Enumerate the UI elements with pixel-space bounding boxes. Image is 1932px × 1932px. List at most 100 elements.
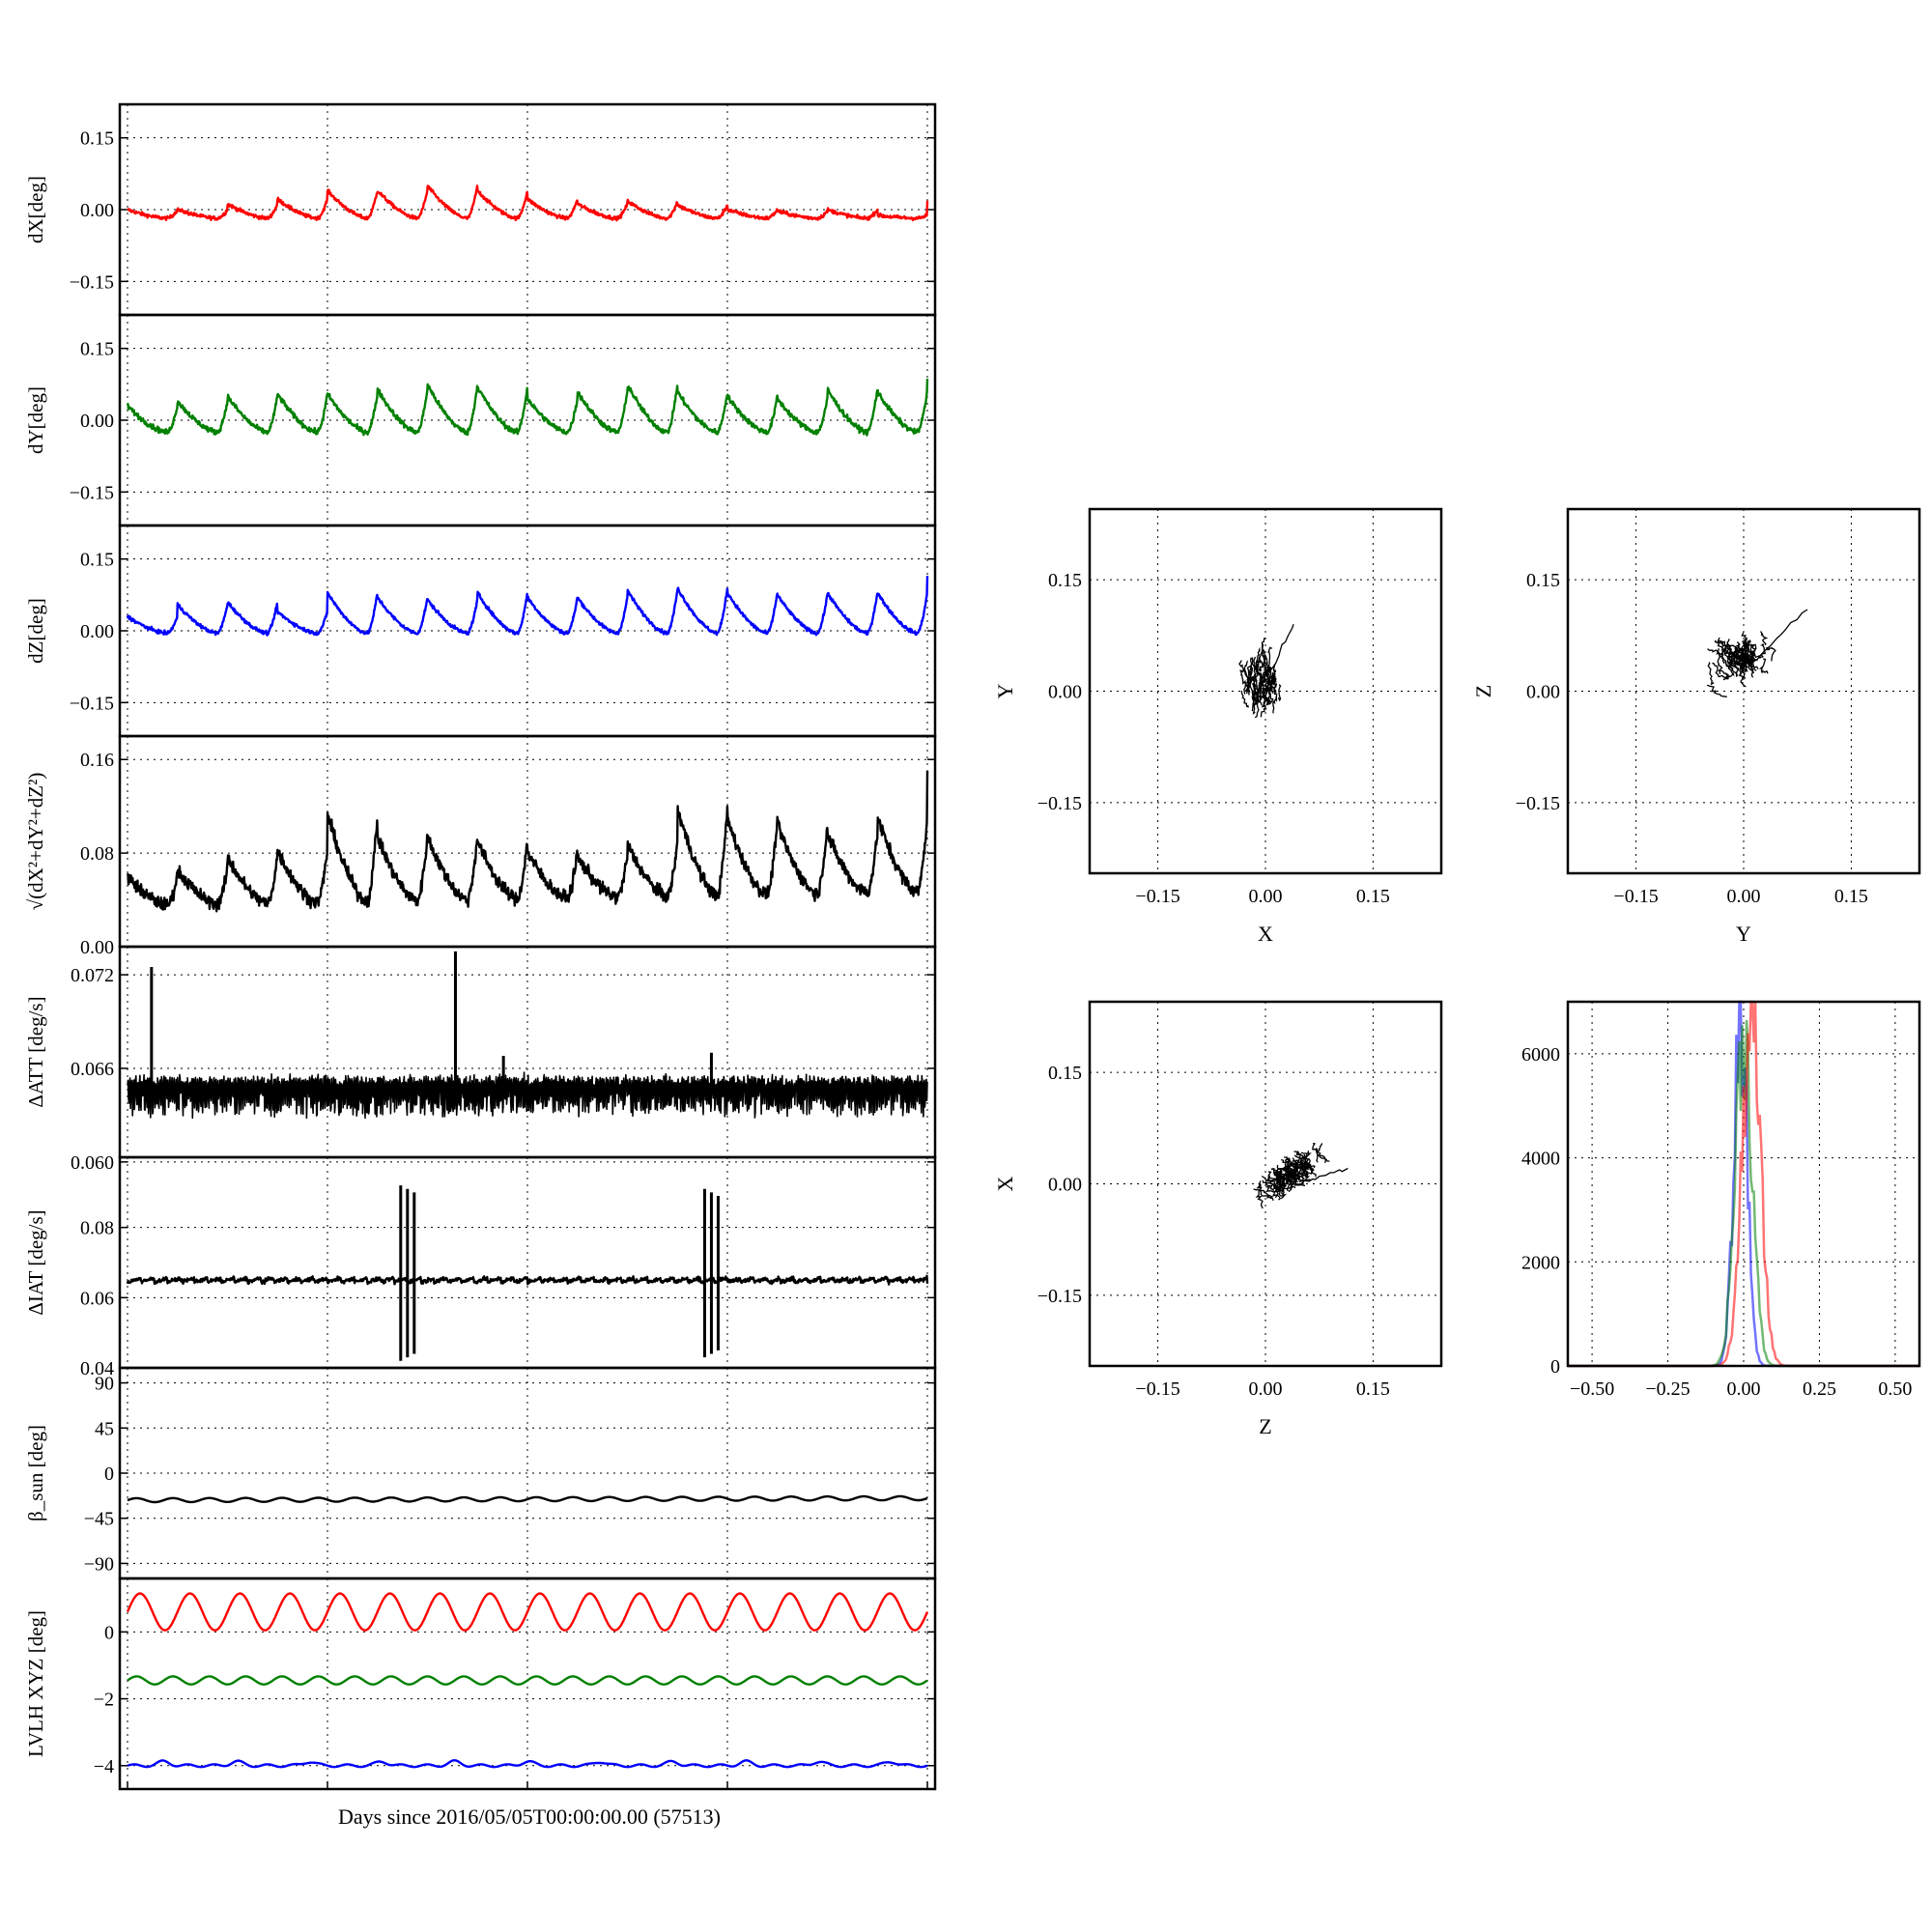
- scatter-strand: [1252, 676, 1259, 703]
- scatter-strand: [1261, 1175, 1283, 1189]
- ytick-label: 0: [1550, 1356, 1560, 1378]
- panel-xy: −0.15 −0.15 0.00 0.00 0.15 0.15 X Y: [993, 507, 1443, 946]
- ytick-label: −0.15: [70, 482, 114, 503]
- xtick-label: 0.15: [1834, 886, 1868, 907]
- scatter-tail: [1264, 624, 1294, 687]
- scatter-strand: [1286, 1159, 1296, 1178]
- ytick-label: 0.15: [80, 128, 114, 150]
- scatter-strand: [1259, 1180, 1272, 1199]
- scatter-strand: [1741, 654, 1755, 674]
- series-line-mag-0: [126, 770, 929, 913]
- scatter-strand: [1300, 1151, 1316, 1169]
- panel-dX: 0.15 0.00 −0.15 dX[deg]: [24, 102, 937, 317]
- xtick-label: −0.15: [1613, 886, 1658, 907]
- ylabel-yz: Z: [1471, 685, 1495, 697]
- scatter-strand: [1251, 690, 1257, 712]
- ylabel-dY: dY[deg]: [24, 386, 47, 454]
- panel-frame: [118, 1155, 937, 1370]
- series-line-dX-0: [127, 185, 929, 222]
- xtick-label: −0.50: [1570, 1378, 1614, 1400]
- ytick-label: 0.00: [1526, 682, 1560, 703]
- series-line-diat-0: [126, 1274, 929, 1286]
- ytick-label: −0.15: [1037, 1286, 1082, 1307]
- xtick-label: 0.00: [1727, 886, 1761, 907]
- scatter-strand: [1717, 638, 1724, 657]
- ylabel-datt: ΔATT [deg/s]: [24, 996, 47, 1107]
- series-line-lvlh-0: [126, 1592, 929, 1632]
- xlabel-yz: Y: [1736, 922, 1751, 946]
- ytick-label: 90: [95, 1374, 114, 1395]
- scatter-strand: [1265, 684, 1271, 706]
- scatter-strand: [1714, 639, 1732, 655]
- xlabel-zx: Z: [1259, 1414, 1271, 1438]
- scatter-strand: [1256, 668, 1264, 698]
- ytick-label: 0.15: [1526, 570, 1560, 591]
- xtick-label: 0.00: [1727, 1378, 1761, 1400]
- scatter-and-histogram-panels: −0.15 −0.15 0.00 0.00 0.15 0.15 X Y −0.15 −0.15 0.…: [993, 507, 1921, 1438]
- series-line-beta-0: [127, 1494, 928, 1504]
- xtick-label: 0.00: [1249, 1378, 1283, 1400]
- panel-frame: [1566, 507, 1921, 875]
- scatter-strand: [1284, 1156, 1298, 1175]
- scatter-strand: [1740, 672, 1747, 688]
- ytick-label: −90: [84, 1553, 114, 1575]
- scatter-strand: [1287, 1169, 1305, 1179]
- panel-beta: 90 45 0 −45 −90 β_sun [deg]: [24, 1366, 937, 1580]
- ytick-label: −4: [94, 1756, 114, 1777]
- ytick-label: 6000: [1521, 1044, 1560, 1065]
- scatter-strand: [1722, 647, 1733, 668]
- ylabel-xy: Y: [993, 683, 1017, 698]
- scatter-strand: [1240, 690, 1249, 708]
- scatter-strand: [1268, 680, 1274, 705]
- ylabel-beta: β_sun [deg]: [24, 1425, 47, 1521]
- scatter-strand: [1283, 1174, 1302, 1186]
- ytick-label: 0.16: [80, 750, 114, 771]
- scatter-strand: [1245, 665, 1253, 693]
- scatter-strand: [1244, 675, 1254, 696]
- series-line-lvlh-2: [127, 1759, 928, 1769]
- panel-dZ: 0.15 0.00 −0.15 dZ[deg]: [24, 524, 937, 738]
- xtick-label: −0.15: [1135, 886, 1179, 907]
- xtick-label: −0.15: [1135, 1378, 1179, 1400]
- scatter-strand: [1272, 696, 1278, 714]
- ytick-label: 0.00: [80, 200, 114, 221]
- series-line-datt-0: [127, 1071, 928, 1120]
- ytick-label: −0.15: [70, 271, 114, 293]
- scatter-strand: [1706, 684, 1727, 697]
- scatter-strand: [1271, 671, 1278, 688]
- scatter-strand: [1765, 646, 1776, 662]
- ytick-label: 0.072: [71, 965, 114, 986]
- panel-frame: [1088, 1000, 1443, 1368]
- scatter-strand: [1749, 644, 1762, 659]
- scatter-strand: [1316, 1143, 1327, 1163]
- ylabel-mag: √(dX²+dY²+dZ²): [24, 773, 47, 911]
- scatter-strand: [1277, 684, 1282, 702]
- ylabel-dX: dX[deg]: [24, 176, 47, 243]
- ytick-label: 0.066: [71, 1059, 114, 1080]
- scatter-strand: [1760, 631, 1769, 646]
- xtick-label: 0.50: [1878, 1378, 1912, 1400]
- scatter-strand: [1312, 1142, 1319, 1163]
- scatter-strand: [1716, 648, 1723, 675]
- ytick-label: 0.06: [80, 1288, 114, 1309]
- scatter-strand: [1256, 686, 1261, 701]
- xtick-label: 0.25: [1803, 1378, 1836, 1400]
- ytick-label: 45: [95, 1418, 114, 1439]
- panel-mag: 0.16 0.08 0.00 √(dX²+dY²+dZ²): [24, 734, 937, 958]
- panel-frame: [118, 945, 937, 1159]
- scatter-strand: [1712, 662, 1729, 680]
- ytick-label: −0.15: [1037, 793, 1082, 814]
- panel-lvlh: 0 −2 −4 LVLH XYZ [deg]: [24, 1577, 937, 1791]
- scatter-strand: [1277, 1178, 1293, 1193]
- ylabel-dZ: dZ[deg]: [24, 598, 47, 664]
- panel-datt: 0.072 0.066 0.060 ΔATT [deg/s]: [24, 945, 937, 1174]
- xlabel-xy: X: [1258, 922, 1273, 946]
- series-line-lvlh-1: [127, 1675, 928, 1686]
- scatter-strand: [1291, 1161, 1300, 1184]
- scatter-strand: [1301, 1156, 1313, 1175]
- panel-dY: 0.15 0.00 −0.15 dY[deg]: [24, 313, 937, 527]
- scatter-strand: [1272, 1172, 1287, 1187]
- scatter-strand: [1296, 1161, 1310, 1181]
- scatter-strand: [1298, 1157, 1311, 1178]
- scatter-tail: [1746, 609, 1808, 665]
